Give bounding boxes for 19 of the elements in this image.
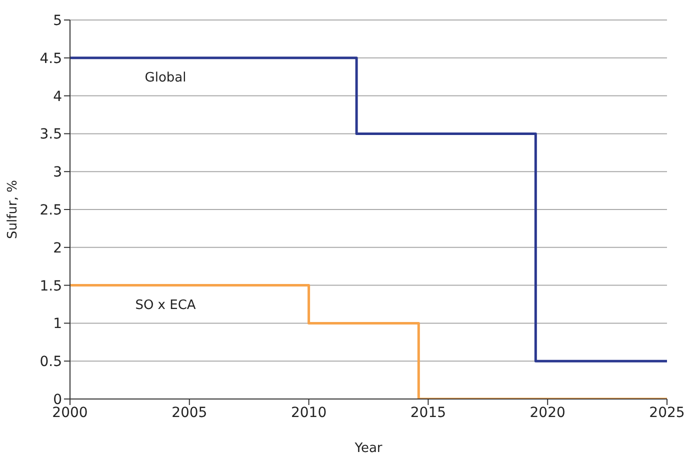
- series-label: Global: [144, 70, 186, 86]
- y-tick-label: 2: [53, 240, 62, 256]
- y-axis-title: Sulfur, %: [6, 180, 21, 239]
- x-tick-label: 2015: [410, 404, 446, 421]
- y-tick-label: 2.5: [40, 202, 62, 218]
- y-tick-label: 3: [53, 164, 62, 181]
- series-label: SO x ECA: [135, 298, 196, 313]
- x-tick-label: 2025: [649, 404, 685, 421]
- y-tick-label: 5: [53, 12, 62, 29]
- y-tick-label: 4.5: [40, 50, 62, 67]
- x-tick-label: 2010: [290, 404, 327, 421]
- x-axis-title: Year: [354, 441, 383, 456]
- y-tick-label: 1.5: [40, 278, 62, 294]
- y-tick-label: 3.5: [40, 126, 62, 143]
- y-tick-label: 4: [53, 88, 62, 105]
- y-tick-label: 1: [53, 316, 62, 332]
- y-tick-label: 0.5: [40, 354, 62, 370]
- x-tick-label: 2005: [172, 404, 208, 421]
- x-tick-label: 2020: [530, 404, 566, 421]
